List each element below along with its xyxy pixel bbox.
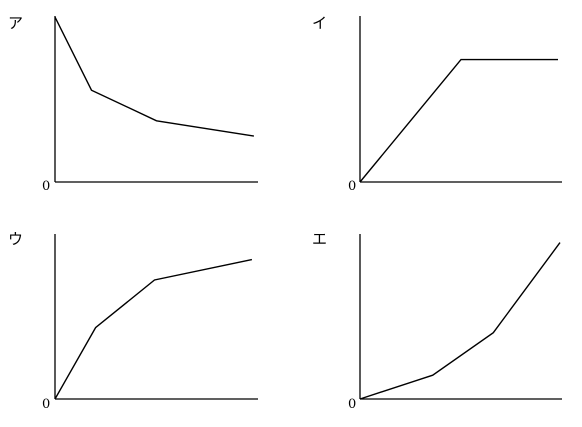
- data-line: [54, 16, 255, 137]
- panel-label: ウ: [8, 230, 23, 248]
- data-line: [359, 58, 558, 183]
- origin-label: 0: [42, 397, 50, 412]
- data-line: [54, 258, 253, 400]
- chart-panel-e: エ 0: [312, 230, 562, 412]
- chart-panel-i: イ 0: [312, 14, 562, 194]
- data-line: [359, 242, 561, 400]
- chart-panel-a: ア 0: [8, 14, 258, 194]
- panel-label: エ: [312, 230, 327, 248]
- chart-panel-u: ウ 0: [8, 230, 258, 412]
- origin-label: 0: [348, 179, 356, 194]
- origin-label: 0: [42, 179, 50, 194]
- panel-label: イ: [312, 14, 327, 32]
- origin-label: 0: [348, 397, 356, 412]
- panel-label: ア: [8, 14, 23, 32]
